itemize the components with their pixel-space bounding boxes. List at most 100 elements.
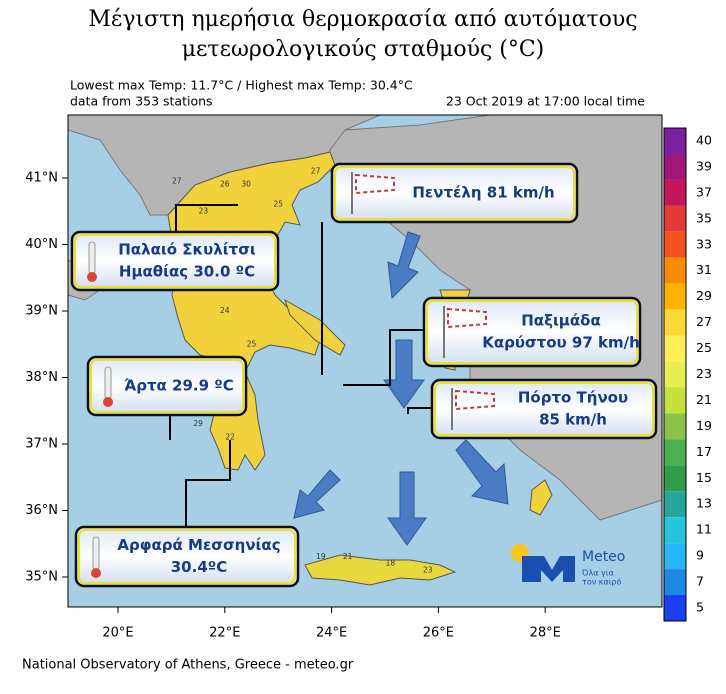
arrows [293,231,509,546]
callout: Παλαιό Σκυλίτσι Ημαθίας 30.0 ºC [70,230,280,292]
colorbar-label: 7 [696,574,704,589]
lon-label: 26°E [423,626,454,641]
thermometer [104,366,112,400]
title: μετεωρολογικούς σταθμούς (°C) [182,37,545,62]
colorbar-label: 33 [696,236,712,251]
colorbar-cell [664,309,686,336]
colorbar-cell [664,569,686,596]
callout-text: Αρφαρά Μεσσηνίας [117,536,280,554]
colorbar-cell [664,543,686,570]
land [304,554,457,586]
colorbar-cell [664,128,686,154]
station-value: 27 [172,176,182,185]
colorbar-label: 40 [696,133,712,148]
station-value: 27 [311,166,321,175]
colorbar-cell [664,257,686,284]
lat-label: 35°N [25,570,58,585]
land [284,298,346,356]
thermometer-bulb [87,272,97,282]
colorbar-cell [664,387,686,414]
lat-label: 39°N [25,304,58,319]
colorbar-label: 17 [696,444,712,459]
callout-text: 30.4ºC [171,558,227,576]
colorbar-cell [664,465,686,492]
colorbar-label: 39 [696,158,712,173]
callout-text: Άρτα 29.9 ºC [124,377,234,395]
callout-box [86,355,248,417]
windsock [355,173,395,195]
station-value: 25 [247,339,257,348]
callout: Πεντέλη 81 km/h [330,162,579,224]
callout: Πόρτο Τήνου 85 km/h [430,378,658,440]
lon-label: 20°E [102,626,133,641]
colorbar-cell [664,361,686,388]
thermometer [88,241,96,275]
stations: 272630232527242518222919211823 [172,166,433,574]
callout-border [78,529,296,584]
station-value: 25 [273,200,283,209]
lon-label: 24°E [316,626,347,641]
colorbar-label: 11 [696,522,712,537]
callout-text: Πεντέλη 81 km/h [412,184,554,202]
station-value: 29 [193,419,203,428]
footer: National Observatory of Athens, Greece -… [22,658,354,673]
info: 23 Oct 2019 at 17:00 local time [446,94,645,109]
thermometer-bulb [91,568,101,578]
callout-text: Ημαθίας 30.0 ºC [119,263,255,281]
colorbar-cell [664,283,686,310]
callout-text: Πόρτο Τήνου [518,389,628,407]
callout: Αρφαρά Μεσσηνίας 30.4ºC [74,525,300,588]
colorbar-cell [664,517,686,544]
info: Lowest max Temp: 11.7°C / Highest max Te… [70,78,413,93]
colorbar-label: 29 [696,288,712,303]
callout-border [74,234,276,288]
colorbar-cell [664,439,686,466]
callout-border [90,359,244,413]
colorbar-cell [664,491,686,518]
colorbar-label: 13 [696,496,712,511]
logo-tagline: τον καιρό [582,577,621,587]
lat-label: 38°N [25,370,58,385]
windsock [447,307,487,329]
callout: Παξιμάδα Καρύστου 97 km/h [422,296,642,368]
colorbar-frame [663,127,687,622]
station-value: 22 [225,432,235,441]
colorbar-label: 31 [696,262,712,277]
station-value: 23 [199,206,209,215]
colorbar-label: 27 [696,314,712,329]
station-value: 26 [220,180,230,189]
colorbar-cell [664,205,686,232]
thermometer-bulb [103,397,113,407]
info: data from 353 stations [70,94,213,109]
colorbar-label: 5 [696,600,704,615]
logo-tagline: Όλα για [581,568,614,578]
colorbar-label: 19 [696,418,712,433]
map-frame [67,114,663,608]
callout-text: 85 km/h [539,411,607,429]
lat-label: 41°N [25,171,58,186]
logo-mark [522,556,575,582]
station-value: 21 [343,552,353,561]
callout-box [422,296,642,368]
callout-box [74,525,300,588]
colorbar-cell [664,179,686,206]
callout: Άρτα 29.9 ºC [86,355,248,417]
lat-label: 40°N [25,237,58,252]
connectors [169,204,432,527]
title: Μέγιστη ημερήσια θερμοκρασία από αυτόματ… [88,7,637,32]
station-value: 23 [423,565,433,574]
colorbar-cell [664,413,686,440]
colorbar-cell [664,335,686,362]
callout-border [334,166,575,220]
windsock [455,389,495,411]
callout-border [426,300,638,364]
lon-label: 28°E [530,626,561,641]
colorbar-cell [664,153,686,180]
callout-text: Καρύστου 97 km/h [482,334,640,352]
station-value: 30 [241,180,251,189]
logo: Meteo Όλα για τον καιρό [511,544,625,587]
callout-text: Παξιμάδα [521,312,601,330]
colorbar-cell [664,231,686,258]
lon-label: 22°E [209,626,240,641]
